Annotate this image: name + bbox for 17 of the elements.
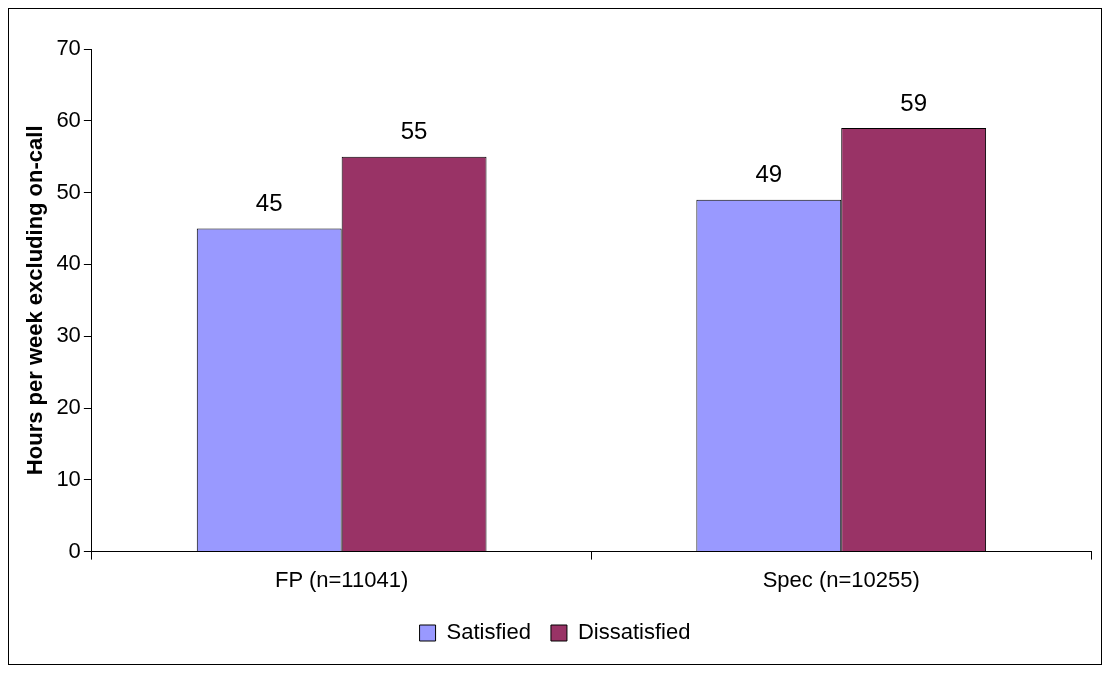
y-axis-title: Hours per week excluding on-call [22, 125, 48, 476]
y-tick-label: 70 [56, 35, 81, 61]
legend-label: Dissatisfied [577, 619, 691, 645]
y-tick-label: 0 [68, 537, 81, 563]
y-tick-label: 50 [56, 178, 81, 204]
data-label: 55 [400, 117, 428, 145]
legend-label: Satisfied [446, 619, 531, 645]
data-label: 59 [900, 88, 928, 116]
y-tick-label: 60 [56, 106, 81, 132]
y-tick-label: 30 [56, 322, 81, 348]
y-tick-label: 20 [56, 394, 81, 420]
data-label: 49 [755, 160, 783, 188]
data-label: 45 [255, 189, 283, 217]
y-tick-label: 40 [56, 250, 81, 276]
y-tick-label: 10 [56, 465, 81, 491]
x-tick-label: Spec (n=10255) [762, 566, 920, 592]
x-tick-label: FP (n=11041) [275, 566, 409, 592]
